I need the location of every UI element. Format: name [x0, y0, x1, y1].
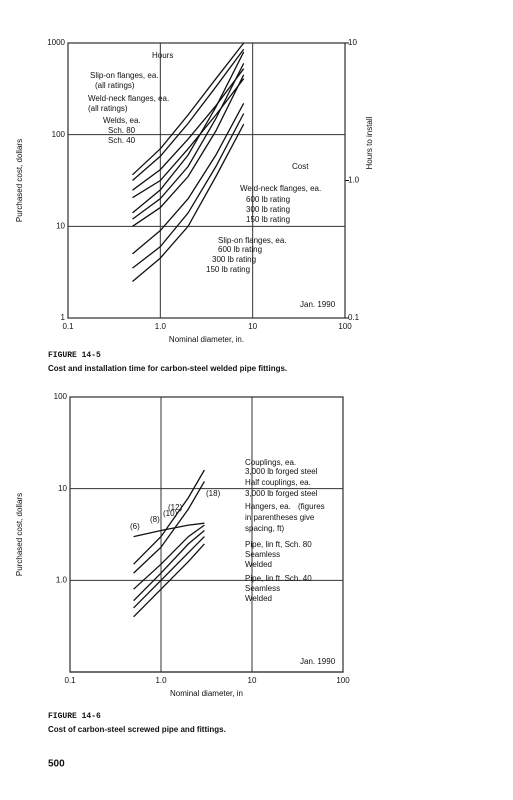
series-line — [132, 102, 245, 255]
y-tick-label: 100 — [52, 130, 66, 139]
annotation: 3,000 lb forged steel — [245, 467, 318, 476]
y-axis-label: Purchased cost, dollars — [15, 493, 24, 576]
annotation: Weld-neck flanges, ea. — [240, 184, 321, 193]
series-line — [133, 522, 205, 538]
annotation: (6) — [130, 522, 140, 531]
annotation: Welds, ea. — [103, 116, 141, 125]
y-tick-label: 1.0 — [56, 575, 68, 584]
series-line — [133, 536, 205, 609]
annotation: Jan. 1990 — [300, 657, 336, 666]
series-label: 300 lb rating — [246, 205, 290, 214]
series-line — [132, 74, 245, 227]
series-line — [133, 530, 205, 602]
y2-tick-label: 10 — [348, 38, 357, 47]
annotation: (all ratings) — [88, 104, 128, 113]
series-line — [132, 42, 245, 176]
series-label: Sch. 40 — [108, 136, 136, 145]
annotation: Slip-on flanges, ea. — [218, 236, 287, 245]
series-label: Half couplings, ea. — [245, 478, 311, 487]
plot-area — [69, 396, 344, 673]
y-axis-label: Purchased cost, dollars — [15, 139, 24, 222]
annotation: Pipe, lin ft. Sch. 40 — [245, 574, 312, 583]
x-tick-label: 1.0 — [155, 322, 167, 331]
series-line — [133, 543, 205, 618]
annotation: (12) — [168, 503, 183, 512]
x-tick-label: 10 — [248, 322, 257, 331]
page-number: 500 — [48, 759, 65, 770]
series-label: Couplings, ea. — [245, 458, 296, 467]
annotation: (18) — [206, 489, 221, 498]
y-tick-label: 100 — [54, 392, 68, 401]
series-line — [132, 123, 245, 282]
annotation: (figures — [298, 502, 325, 511]
series-line — [132, 51, 245, 214]
series-label: Welded — [245, 594, 272, 603]
x-tick-label: 1.0 — [155, 676, 167, 685]
x-tick-label: 0.1 — [64, 676, 76, 685]
annotation: (8) — [150, 515, 160, 524]
series-line — [132, 68, 245, 191]
x-axis-label: Nominal diameter, in. — [169, 335, 244, 344]
series-line — [133, 469, 205, 565]
series-line — [132, 63, 245, 220]
annotation: Hours — [152, 51, 173, 60]
series-line — [133, 481, 205, 574]
annotation: Jan. 1990 — [300, 300, 336, 309]
y-tick-label: 1000 — [47, 38, 65, 47]
x-tick-label: 100 — [336, 676, 350, 685]
annotation: Cost — [292, 162, 309, 171]
annotation: (10) — [163, 509, 178, 518]
annotation: spacing, ft) — [245, 524, 284, 533]
x-tick-label: 100 — [338, 322, 352, 331]
series-label: Seamless — [245, 550, 280, 559]
figure-label: FIGURE 14-6 — [48, 712, 101, 721]
figure-caption: Cost and installation time for carbon-st… — [48, 364, 287, 373]
x-tick-label: 0.1 — [62, 322, 74, 331]
series-label: Hangers, ea. — [245, 502, 291, 511]
series-label: Sch. 80 — [108, 126, 136, 135]
annotation: Pipe, lin ft, Sch. 80 — [245, 540, 312, 549]
series-line — [132, 78, 245, 199]
series-label: 150 lb rating — [246, 215, 290, 224]
series-line — [132, 48, 245, 181]
y-tick-label: 10 — [56, 221, 65, 230]
y-tick-label: 10 — [58, 484, 67, 493]
figure-label: FIGURE 14-5 — [48, 351, 101, 360]
series-label: 300 lb rating — [212, 255, 256, 264]
annotation: 3,000 lb forged steel — [245, 489, 318, 498]
series-line — [133, 524, 205, 590]
series-line — [132, 113, 245, 269]
series-label: Welded — [245, 560, 272, 569]
x-axis-label: Nominal diameter, in — [170, 689, 243, 698]
series-label: Slip-on flanges, ea. — [90, 71, 159, 80]
annotation: in parentheses give — [245, 513, 315, 522]
series-label: 600 lb rating — [218, 245, 262, 254]
series-label: 150 lb rating — [206, 265, 250, 274]
y-tick-label: 1 — [61, 313, 66, 322]
y2-axis-label: Hours to install — [365, 116, 374, 169]
y2-tick-label: 1.0 — [348, 176, 360, 185]
series-label: Weld-neck flanges, ea. — [88, 94, 169, 103]
series-label: 600 lb rating — [246, 195, 290, 204]
y2-tick-label: 0.1 — [348, 313, 360, 322]
x-tick-label: 10 — [248, 676, 257, 685]
series-label: Seamless — [245, 584, 280, 593]
annotation: (all ratings) — [95, 81, 135, 90]
figure-caption: Cost of carbon-steel screwed pipe and fi… — [48, 725, 226, 734]
